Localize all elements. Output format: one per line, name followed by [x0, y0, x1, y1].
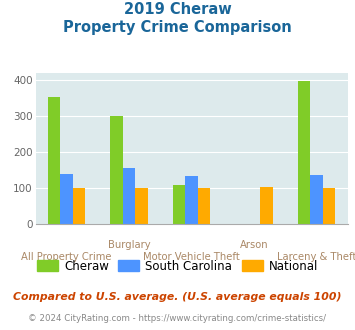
- Bar: [310, 175, 323, 224]
- Bar: [173, 185, 185, 224]
- Text: Motor Vehicle Theft: Motor Vehicle Theft: [143, 252, 240, 262]
- Bar: [123, 168, 136, 224]
- Bar: [198, 187, 211, 224]
- Bar: [110, 116, 123, 224]
- Bar: [298, 81, 310, 224]
- Text: Arson: Arson: [240, 240, 268, 249]
- Legend: Cheraw, South Carolina, National: Cheraw, South Carolina, National: [32, 255, 323, 278]
- Bar: [73, 187, 86, 224]
- Bar: [261, 187, 273, 224]
- Bar: [323, 187, 335, 224]
- Text: Property Crime Comparison: Property Crime Comparison: [63, 20, 292, 35]
- Text: Compared to U.S. average. (U.S. average equals 100): Compared to U.S. average. (U.S. average …: [13, 292, 342, 302]
- Bar: [185, 176, 198, 224]
- Bar: [136, 187, 148, 224]
- Text: Burglary: Burglary: [108, 240, 151, 249]
- Text: All Property Crime: All Property Crime: [22, 252, 112, 262]
- Bar: [60, 174, 73, 224]
- Text: 2019 Cheraw: 2019 Cheraw: [124, 2, 231, 16]
- Bar: [48, 97, 60, 224]
- Text: Larceny & Theft: Larceny & Theft: [277, 252, 355, 262]
- Text: © 2024 CityRating.com - https://www.cityrating.com/crime-statistics/: © 2024 CityRating.com - https://www.city…: [28, 314, 327, 323]
